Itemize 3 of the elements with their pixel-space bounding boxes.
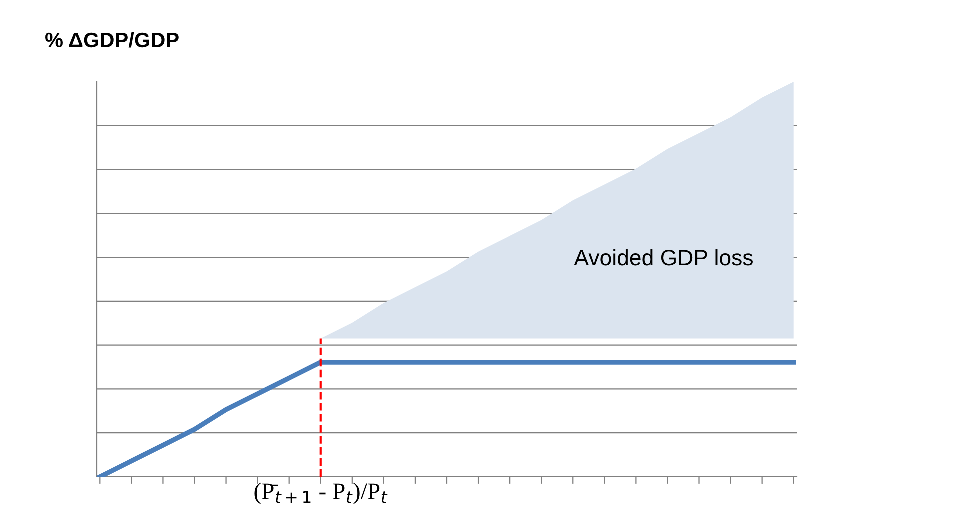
x-axis-title: (P̄$_{t+1}$ - P$_{t}$)/P$_{t}$	[254, 482, 388, 504]
annotation: Avoided GDP loss	[574, 249, 753, 266]
y-axis-title: % ΔGDP/GDP	[46, 32, 179, 48]
